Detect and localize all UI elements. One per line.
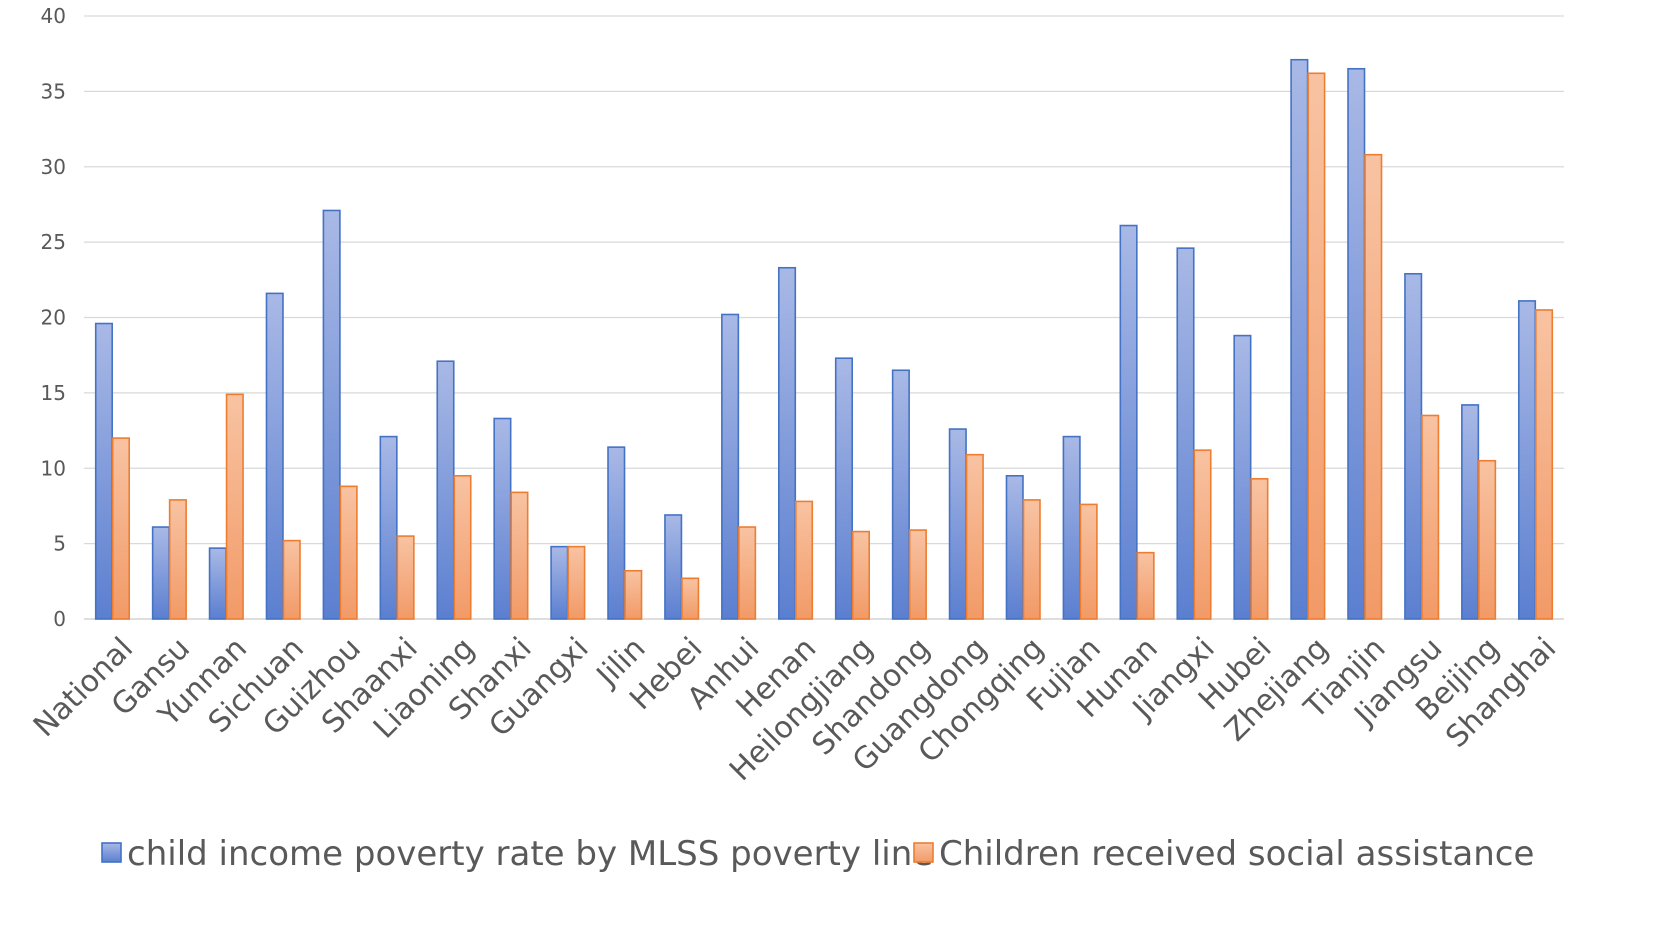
bar-social-assistance-beijing (1478, 459, 1497, 620)
bar-poverty-rate-beijing (1461, 404, 1480, 620)
legend-label-social-assistance: Children received social assistance (939, 834, 1534, 874)
legend: child income poverty rate by MLSS povert… (101, 834, 1534, 874)
y-tick-label: 20 (41, 306, 66, 330)
y-tick-label: 30 (41, 155, 66, 179)
bar-poverty-rate-jilin (607, 446, 626, 620)
bar-social-assistance-henan (794, 500, 814, 620)
bar-social-assistance-chongqing (1022, 499, 1041, 620)
bar-poverty-rate-zhejiang (1290, 58, 1309, 620)
bar-social-assistance-sichuan (282, 539, 301, 620)
bar-poverty-rate-jiangsu (1404, 272, 1423, 620)
bar-social-assistance-shaanxi (396, 535, 415, 620)
bar-poverty-rate-shaanxi (379, 435, 398, 620)
bar-poverty-rate-chongqing (1005, 474, 1024, 620)
bar-social-assistance-liaoning (453, 474, 472, 620)
bar-poverty-rate-gansu (151, 526, 170, 620)
bar-social-assistance-hebei (681, 577, 700, 620)
bar-social-assistance-guizhou (339, 485, 358, 620)
bar-poverty-rate-hubei (1233, 334, 1252, 620)
bar-poverty-rate-henan (777, 266, 797, 620)
bar-social-assistance-shanghai (1534, 309, 1554, 620)
bar-social-assistance-jiangsu (1421, 414, 1440, 620)
gridlines (84, 15, 1564, 620)
bar-poverty-rate-guangdong (948, 428, 967, 620)
bar-social-assistance-yunnan (225, 393, 244, 620)
bar-poverty-rate-hunan (1119, 224, 1138, 620)
bar-poverty-rate-shanxi (493, 417, 512, 620)
y-tick-label: 25 (41, 230, 66, 254)
y-tick-label: 15 (41, 381, 66, 405)
bar-poverty-rate-hebei (664, 514, 683, 620)
x-axis-ticks: NationalGansuYunnanSichuanGuizhouShaanxi… (27, 631, 1563, 788)
bar-poverty-rate-shanghai (1517, 300, 1537, 620)
y-axis-ticks: 0 5 10 15 20 25 30 35 40 (41, 4, 66, 631)
bar-social-assistance-national (111, 437, 131, 620)
bar-poverty-rate-national (94, 322, 114, 620)
legend-swatch-social-assistance (913, 842, 934, 863)
bar-social-assistance-heilongjiang (851, 530, 871, 620)
bar-social-assistance-tianjin (1364, 153, 1383, 620)
bar-social-assistance-fujian (1079, 503, 1098, 620)
bar-poverty-rate-yunnan (208, 547, 227, 620)
y-tick-label: 35 (41, 79, 66, 103)
bar-social-assistance-anhui (738, 526, 757, 620)
bar-poverty-rate-liaoning (436, 360, 455, 620)
bars (94, 58, 1554, 620)
bar-social-assistance-hubei (1250, 478, 1269, 620)
legend-label-poverty-rate: child income poverty rate by MLSS povert… (127, 834, 933, 874)
bar-poverty-rate-guangxi (550, 545, 569, 620)
y-tick-label: 5 (53, 532, 66, 556)
y-tick-label: 0 (53, 607, 66, 631)
y-tick-label: 10 (41, 456, 66, 480)
legend-swatch-poverty-rate (101, 842, 122, 863)
bar-poverty-rate-tianjin (1347, 67, 1366, 620)
bar-social-assistance-zhejiang (1307, 72, 1326, 620)
bar-social-assistance-guangdong (965, 453, 984, 620)
bar-poverty-rate-shandong (891, 369, 910, 620)
bar-poverty-rate-heilongjiang (834, 357, 854, 620)
bar-poverty-rate-anhui (721, 313, 740, 620)
bar-social-assistance-gansu (168, 499, 187, 620)
bar-social-assistance-shanxi (510, 491, 529, 620)
bar-poverty-rate-sichuan (265, 292, 284, 620)
bar-social-assistance-hunan (1136, 551, 1155, 620)
bar-social-assistance-guangxi (567, 545, 586, 620)
bar-poverty-rate-guizhou (322, 209, 341, 620)
bar-social-assistance-jilin (624, 569, 643, 620)
bar-social-assistance-shandong (908, 529, 927, 620)
bar-poverty-rate-fujian (1062, 435, 1081, 620)
bar-poverty-rate-jiangxi (1176, 247, 1195, 620)
y-tick-label: 40 (41, 4, 66, 28)
bar-social-assistance-jiangxi (1193, 449, 1212, 620)
